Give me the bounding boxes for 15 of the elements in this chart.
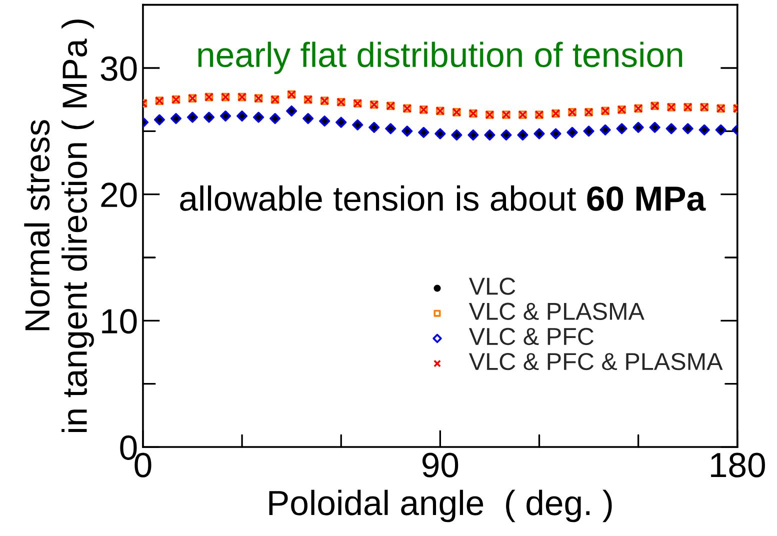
y-tick-label: 0 <box>120 435 137 460</box>
legend-label: VLC & PLASMA <box>468 302 644 320</box>
y-tick-label: 10 <box>102 309 137 334</box>
legend-label: VLC & PFC & PLASMA <box>468 352 723 370</box>
annotation: nearly flat distribution of tension <box>198 42 682 74</box>
x-axis-title: Poloidal angle ( deg. ) <box>269 490 612 522</box>
y-axis-title: Normal stress in tangent direction ( MPa ) <box>24 20 94 432</box>
annotation: allowable tension is about <box>180 185 576 211</box>
annotation: 60 MPa <box>587 186 706 211</box>
legend-label: VLC <box>468 278 516 295</box>
y-tick-label: 30 <box>100 56 137 81</box>
x-tick-label: 90 <box>422 452 458 478</box>
x-tick-label: 180 <box>711 452 765 478</box>
legend-label: VLC & PFC <box>468 328 594 346</box>
y-tick-label: 20 <box>101 182 137 208</box>
